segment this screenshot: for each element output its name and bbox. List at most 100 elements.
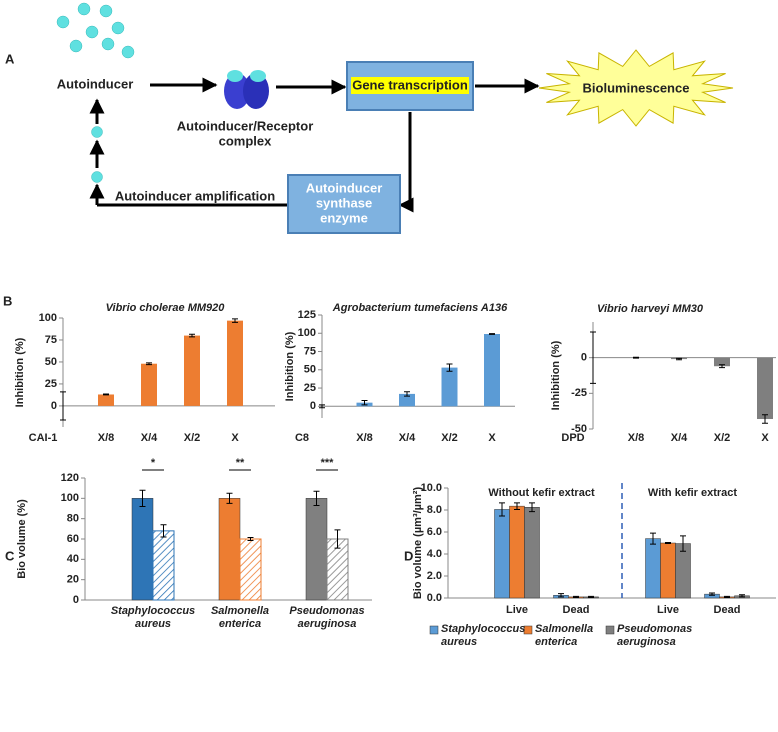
significance-label: ***	[321, 457, 335, 469]
y-tick-label: 80	[67, 513, 79, 525]
y-tick-label: 8.0	[427, 504, 442, 516]
x-tick-label: DPD	[561, 432, 584, 444]
node-label: Bioluminescence	[583, 80, 690, 95]
error-bar	[739, 594, 745, 598]
x-tick-label: Dead	[714, 604, 741, 616]
y-tick-label: -25	[571, 387, 587, 399]
group-label: With kefir extract	[648, 487, 737, 499]
legend-swatch	[605, 625, 615, 635]
y-tick-label: 20	[67, 574, 79, 586]
y-axis-label: Inhibition (%)	[550, 340, 562, 410]
error-bar	[247, 536, 254, 542]
error-bar	[489, 333, 495, 335]
panel-label: D	[404, 548, 413, 563]
x-tick-label: C8	[295, 432, 309, 444]
edge-label: Autoinducer amplification	[115, 188, 275, 203]
y-tick-label: 100	[298, 327, 316, 339]
error-bar	[650, 532, 656, 545]
error-bar	[680, 535, 686, 552]
y-tick-label: 6.0	[427, 526, 442, 538]
y-tick-label: 10.0	[421, 482, 442, 494]
y-tick-label: 25	[304, 382, 316, 394]
y-tick-label: 40	[67, 553, 79, 565]
bar	[524, 507, 540, 599]
bar	[305, 498, 328, 601]
error-bar	[665, 541, 671, 545]
y-tick-label: 0	[581, 352, 587, 364]
error-bar	[588, 595, 594, 598]
error-bar	[189, 333, 195, 338]
node-label: Gene transcription	[352, 77, 468, 92]
node-label: Autoinducer	[57, 76, 134, 91]
error-bar	[676, 357, 682, 361]
error-bar	[724, 595, 730, 598]
highlight	[351, 77, 469, 94]
y-tick-label: 0	[51, 400, 57, 412]
error-bar	[719, 364, 725, 369]
x-tick-label: X/8	[628, 432, 645, 444]
node-label: Autoinducer	[306, 180, 383, 195]
error-bar	[313, 490, 320, 506]
error-bar	[404, 391, 410, 397]
molecules	[56, 2, 135, 183]
legend-swatch	[429, 625, 439, 635]
bar	[441, 367, 458, 407]
y-tick-label: 125	[298, 309, 316, 321]
panel-label: A	[5, 51, 15, 66]
x-tick-label: X/4	[141, 432, 158, 444]
x-tick-label: X/2	[714, 432, 731, 444]
x-tick-label: Live	[506, 604, 528, 616]
bar	[184, 335, 200, 406]
bar	[141, 363, 157, 406]
y-tick-label: 25	[45, 378, 57, 390]
legend-label: Staphylococcus aureus	[441, 623, 526, 648]
x-tick-label: X/2	[184, 432, 201, 444]
x-tick-label: Live	[657, 604, 679, 616]
x-tick-label: X/8	[98, 432, 115, 444]
y-axis-label: Inhibition (%)	[14, 337, 26, 407]
error-bar	[319, 404, 325, 409]
node-label: synthase	[316, 195, 372, 210]
x-tick-label: X/4	[671, 432, 688, 444]
x-tick-label: X/2	[441, 432, 458, 444]
significance-label: **	[236, 457, 245, 469]
x-tick-label: CAI-1	[29, 432, 58, 444]
arrows	[89, 77, 540, 213]
significance-label: *	[151, 457, 156, 469]
bar	[757, 357, 773, 420]
error-bar	[529, 502, 535, 513]
x-tick-label: X	[488, 432, 496, 444]
panel-label: B	[3, 293, 12, 308]
node-box	[287, 174, 401, 234]
bar	[714, 357, 730, 367]
error-bar	[573, 595, 579, 598]
group-label: Without kefir extract	[488, 487, 595, 499]
error-bar	[361, 399, 368, 406]
y-axis-label: Inhibition (%)	[284, 331, 296, 401]
error-bar	[633, 356, 639, 359]
panel-label: C	[5, 548, 15, 563]
error-bar	[60, 391, 66, 421]
node-label: complex	[219, 133, 273, 148]
chart-title: Vibrio cholerae MM920	[106, 302, 226, 314]
error-bar	[226, 492, 233, 504]
x-tick-label: Staphylococcus aureus	[110, 605, 196, 630]
bar	[218, 498, 241, 601]
bar	[494, 509, 510, 599]
starburst	[538, 49, 734, 127]
y-tick-label: 50	[304, 364, 316, 376]
bar	[152, 530, 175, 601]
error-bar	[514, 502, 520, 510]
error-bar	[160, 524, 167, 538]
error-bar	[446, 363, 453, 372]
error-bar	[334, 529, 341, 549]
error-bar	[590, 331, 596, 384]
bar	[98, 394, 114, 406]
x-tick-label: X	[231, 432, 239, 444]
error-bar	[762, 414, 768, 424]
error-bar	[103, 393, 109, 396]
y-tick-label: -50	[571, 423, 587, 435]
bar	[399, 393, 415, 407]
legend-label: Salmonella enterica	[535, 623, 594, 648]
